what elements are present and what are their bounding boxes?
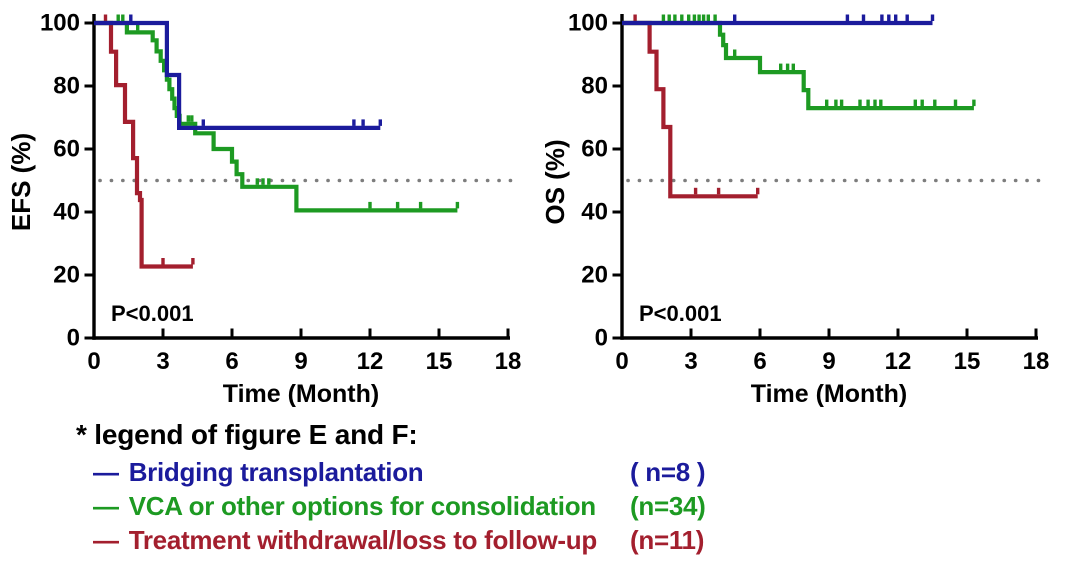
svg-text:3: 3 bbox=[684, 348, 697, 375]
blue-line-swatch: — bbox=[93, 457, 119, 487]
censor-ticks-red bbox=[633, 14, 760, 195]
svg-text:0: 0 bbox=[595, 325, 608, 352]
svg-text:100: 100 bbox=[568, 10, 608, 37]
efs-survival-chart: 0 20 40 60 80 100 0 3 6 9 12 15 18 Time (Month) EFS (%… bbox=[6, 10, 521, 409]
censor-ticks-blue bbox=[732, 14, 935, 21]
censor-ticks-green bbox=[116, 14, 460, 209]
svg-text:18: 18 bbox=[495, 348, 522, 375]
svg-text:15: 15 bbox=[954, 348, 981, 375]
legend-item-vca-consolidation: — VCA or other options for consolidation … bbox=[93, 491, 773, 523]
x-axis-title: Time (Month) bbox=[223, 380, 379, 408]
os-survival-chart: 0 20 40 60 80 100 0 3 6 9 12 15 18 Time (Month) OS (%)… bbox=[540, 10, 1049, 409]
legend-item-count: (n=11) bbox=[630, 525, 705, 555]
svg-text:0: 0 bbox=[67, 325, 80, 352]
svg-text:15: 15 bbox=[426, 348, 453, 375]
svg-text:6: 6 bbox=[225, 348, 238, 375]
svg-text:9: 9 bbox=[294, 348, 307, 375]
km-curve-green bbox=[622, 20, 974, 111]
green-line-swatch: — bbox=[93, 491, 119, 521]
svg-text:20: 20 bbox=[581, 262, 608, 289]
censor-ticks-green bbox=[661, 14, 976, 107]
legend-item-label: Bridging transplantation bbox=[128, 457, 424, 487]
axes: 0 20 40 60 80 100 0 3 6 9 12 15 18 bbox=[40, 10, 521, 376]
svg-text:80: 80 bbox=[53, 73, 80, 100]
svg-text:100: 100 bbox=[40, 10, 80, 37]
p-value-label: P<0.001 bbox=[111, 301, 194, 326]
svg-text:60: 60 bbox=[53, 136, 80, 163]
y-axis-title: OS (%) bbox=[540, 139, 570, 224]
legend-item-bridging-transplantation: — Bridging transplantation ( n=8 ) bbox=[93, 457, 773, 489]
legend-item-label: Treatment withdrawal/loss to follow-up bbox=[128, 525, 598, 555]
km-curve-red bbox=[94, 20, 193, 269]
svg-text:0: 0 bbox=[87, 348, 100, 375]
legend-item-count: ( n=8 ) bbox=[630, 457, 706, 487]
svg-text:9: 9 bbox=[822, 348, 835, 375]
legend-item-count: (n=34) bbox=[630, 491, 706, 521]
svg-text:20: 20 bbox=[53, 262, 80, 289]
svg-text:40: 40 bbox=[581, 199, 608, 226]
svg-text:12: 12 bbox=[885, 348, 912, 375]
svg-text:0: 0 bbox=[615, 348, 628, 375]
svg-text:3: 3 bbox=[156, 348, 169, 375]
svg-text:40: 40 bbox=[53, 199, 80, 226]
legend-item-label: VCA or other options for consolidation bbox=[128, 491, 596, 521]
p-value-label: P<0.001 bbox=[639, 301, 722, 326]
svg-text:80: 80 bbox=[581, 73, 608, 100]
svg-text:6: 6 bbox=[753, 348, 766, 375]
km-curve-red bbox=[622, 20, 758, 199]
censor-ticks-blue bbox=[129, 14, 382, 126]
red-line-swatch: — bbox=[93, 525, 119, 555]
legend-item-treatment-withdrawal: — Treatment withdrawal/loss to follow-up … bbox=[93, 525, 773, 557]
km-curve-blue bbox=[94, 20, 381, 130]
svg-text:60: 60 bbox=[581, 136, 608, 163]
legend-title: * legend of figure E and F: bbox=[76, 419, 418, 450]
km-curve-green bbox=[94, 20, 458, 213]
axes: 0 20 40 60 80 100 0 3 6 9 12 15 18 bbox=[568, 10, 1049, 376]
censor-ticks-red bbox=[103, 14, 195, 265]
svg-text:18: 18 bbox=[1023, 348, 1050, 375]
x-axis-title: Time (Month) bbox=[751, 380, 907, 408]
y-axis-title: EFS (%) bbox=[6, 133, 36, 231]
svg-text:12: 12 bbox=[357, 348, 384, 375]
